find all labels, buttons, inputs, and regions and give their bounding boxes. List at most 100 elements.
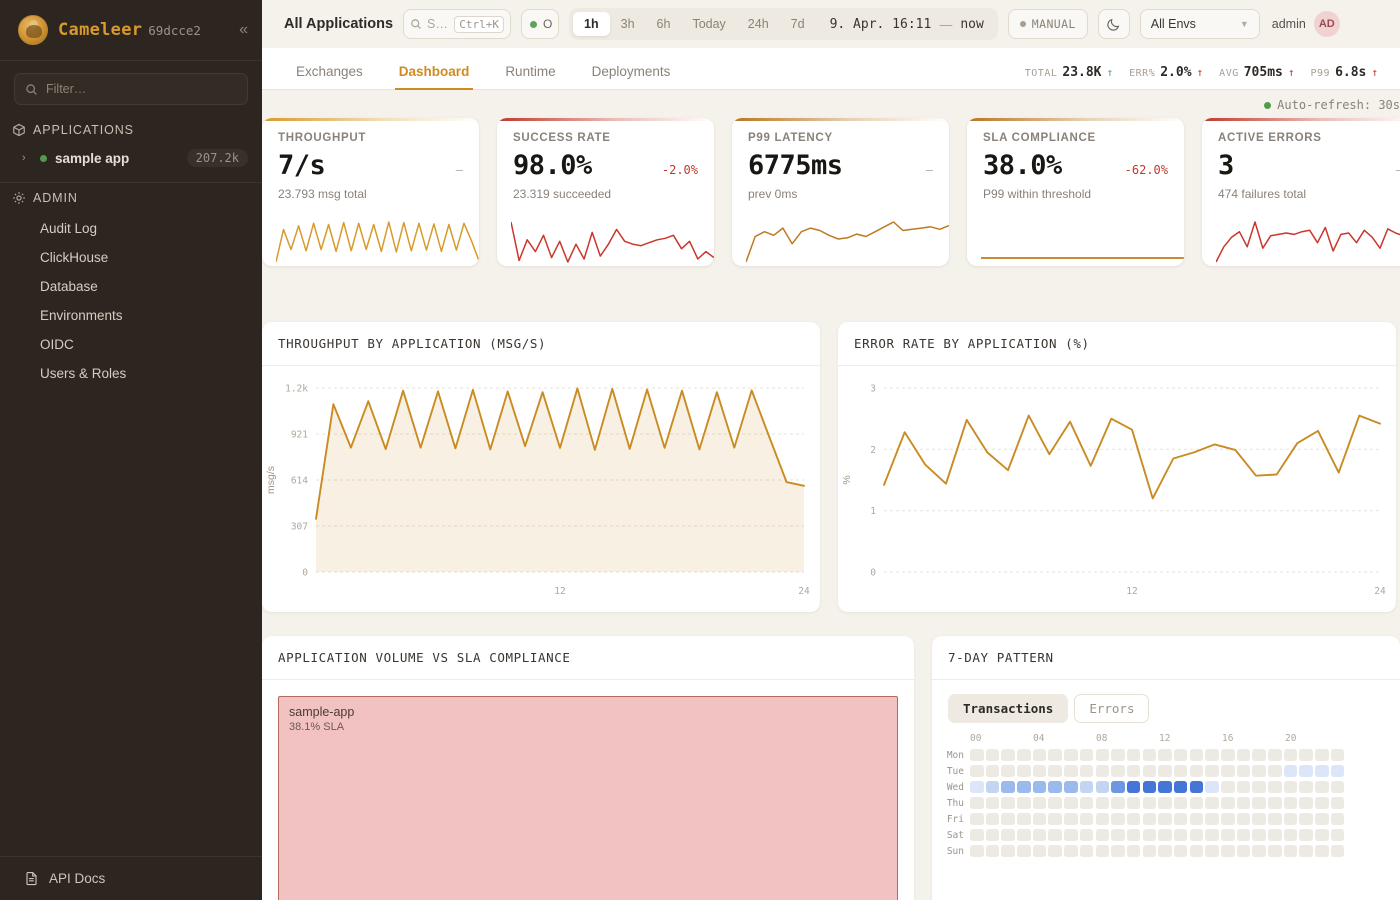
heatmap-cell[interactable]: [1064, 845, 1078, 857]
heatmap-cell[interactable]: [1079, 845, 1094, 857]
heatmap-cell[interactable]: [1158, 813, 1172, 825]
heatmap-cell[interactable]: [1315, 749, 1329, 761]
heatmap-cell[interactable]: [985, 829, 1000, 841]
heatmap-cell[interactable]: [1095, 765, 1109, 777]
heatmap-cell[interactable]: [1111, 765, 1125, 777]
treemap-cell[interactable]: sample-app 38.1% SLA: [278, 696, 898, 900]
heatmap-cell[interactable]: [1017, 797, 1031, 809]
heatmap-cell[interactable]: [1236, 765, 1251, 777]
pattern-tab-transactions[interactable]: Transactions: [948, 694, 1069, 723]
heatmap-cell[interactable]: [1252, 829, 1266, 841]
heatmap-cell[interactable]: [1268, 813, 1282, 825]
heatmap-cell[interactable]: [1032, 813, 1047, 825]
pattern-tab-errors[interactable]: Errors: [1074, 694, 1150, 723]
heatmap-cell[interactable]: [1268, 829, 1282, 841]
heatmap-cell[interactable]: [1048, 845, 1062, 857]
heatmap-cell[interactable]: [1001, 813, 1015, 825]
heatmap-cell[interactable]: [1032, 765, 1047, 777]
heatmap-cell[interactable]: [1095, 845, 1109, 857]
heatmap-cell[interactable]: [985, 845, 1000, 857]
heatmap-cell[interactable]: [1283, 829, 1298, 841]
tab-dashboard[interactable]: Dashboard: [381, 64, 488, 90]
heatmap-cell[interactable]: [1299, 749, 1313, 761]
heatmap-cell[interactable]: [1330, 845, 1345, 857]
heatmap-cell[interactable]: [1064, 781, 1078, 793]
heatmap-cell[interactable]: [1032, 797, 1047, 809]
heatmap-cell[interactable]: [1205, 845, 1219, 857]
heatmap-cell[interactable]: [1173, 749, 1188, 761]
heatmap-cell[interactable]: [1252, 813, 1266, 825]
search-input[interactable]: S… Ctrl+K: [403, 9, 512, 39]
heatmap-cell[interactable]: [1111, 829, 1125, 841]
heatmap-cell[interactable]: [1283, 765, 1298, 777]
heatmap-cell[interactable]: [1048, 813, 1062, 825]
tab-exchanges[interactable]: Exchanges: [296, 64, 363, 79]
heatmap-cell[interactable]: [1268, 781, 1282, 793]
heatmap-cell[interactable]: [1299, 813, 1313, 825]
heatmap-cell[interactable]: [1330, 797, 1345, 809]
heatmap-cell[interactable]: [1111, 749, 1125, 761]
heatmap-cell[interactable]: [1032, 829, 1047, 841]
heatmap-cell[interactable]: [985, 813, 1000, 825]
heatmap-cell[interactable]: [1268, 845, 1282, 857]
heatmap-cell[interactable]: [1126, 765, 1141, 777]
heatmap-cell[interactable]: [1095, 829, 1109, 841]
range-today[interactable]: Today: [692, 17, 726, 31]
heatmap-cell[interactable]: [1283, 813, 1298, 825]
heatmap-cell[interactable]: [1221, 845, 1235, 857]
range-from[interactable]: 9. Apr. 16:11: [829, 16, 932, 32]
range-6h[interactable]: 6h: [656, 17, 671, 31]
sidebar-item-users-roles[interactable]: Users & Roles: [40, 366, 127, 381]
heatmap-cell[interactable]: [1189, 765, 1204, 777]
heatmap-cell[interactable]: [1173, 765, 1188, 777]
heatmap-cell[interactable]: [1236, 749, 1251, 761]
heatmap-cell[interactable]: [1001, 781, 1015, 793]
heatmap-cell[interactable]: [1330, 781, 1345, 793]
heatmap-cell[interactable]: [1221, 781, 1235, 793]
heatmap-cell[interactable]: [1189, 797, 1204, 809]
sidebar-item-api-docs[interactable]: API Docs: [0, 856, 262, 900]
heatmap-cell[interactable]: [1283, 749, 1298, 761]
heatmap-cell[interactable]: [1048, 749, 1062, 761]
heatmap-cell[interactable]: [1158, 781, 1172, 793]
heatmap-cell[interactable]: [1079, 781, 1094, 793]
heatmap-cell[interactable]: [1173, 813, 1188, 825]
heatmap-cell[interactable]: [1142, 845, 1157, 857]
scope-label[interactable]: All Applications: [284, 16, 394, 32]
range-7d[interactable]: 7d: [790, 17, 805, 31]
heatmap-cell[interactable]: [1158, 797, 1172, 809]
heatmap-cell[interactable]: [1079, 813, 1094, 825]
heatmap-cell[interactable]: [1315, 781, 1329, 793]
heatmap-cell[interactable]: [1221, 813, 1235, 825]
heatmap-cell[interactable]: [985, 765, 1000, 777]
heatmap-cell[interactable]: [1017, 845, 1031, 857]
heatmap-cell[interactable]: [1299, 845, 1313, 857]
heatmap-cell[interactable]: [1095, 797, 1109, 809]
sidebar-item-environments[interactable]: Environments: [40, 308, 123, 323]
heatmap-cell[interactable]: [1064, 813, 1078, 825]
heatmap-cell[interactable]: [1142, 749, 1157, 761]
heatmap-cell[interactable]: [1064, 829, 1078, 841]
range-24h[interactable]: 24h: [747, 17, 769, 31]
heatmap-cell[interactable]: [1283, 797, 1298, 809]
heatmap-cell[interactable]: [1158, 765, 1172, 777]
heatmap-cell[interactable]: [1221, 797, 1235, 809]
heatmap-cell[interactable]: [1001, 829, 1015, 841]
heatmap-cell[interactable]: [985, 797, 1000, 809]
heatmap-cell[interactable]: [1268, 765, 1282, 777]
heatmap-cell[interactable]: [1205, 781, 1219, 793]
heatmap-cell[interactable]: [1111, 781, 1125, 793]
heatmap-cell[interactable]: [1126, 829, 1141, 841]
heatmap-cell[interactable]: [1315, 797, 1329, 809]
heatmap-cell[interactable]: [1095, 749, 1109, 761]
range-to[interactable]: now: [960, 16, 984, 32]
sidebar-item-clickhouse[interactable]: ClickHouse: [40, 250, 109, 265]
heatmap-cell[interactable]: [1189, 781, 1204, 793]
heatmap-cell[interactable]: [1221, 829, 1235, 841]
heatmap-cell[interactable]: [1048, 797, 1062, 809]
heatmap-cell[interactable]: [1111, 813, 1125, 825]
heatmap-cell[interactable]: [1142, 829, 1157, 841]
heatmap-cell[interactable]: [1205, 813, 1219, 825]
heatmap-cell[interactable]: [1221, 765, 1235, 777]
heatmap-cell[interactable]: [1126, 781, 1141, 793]
